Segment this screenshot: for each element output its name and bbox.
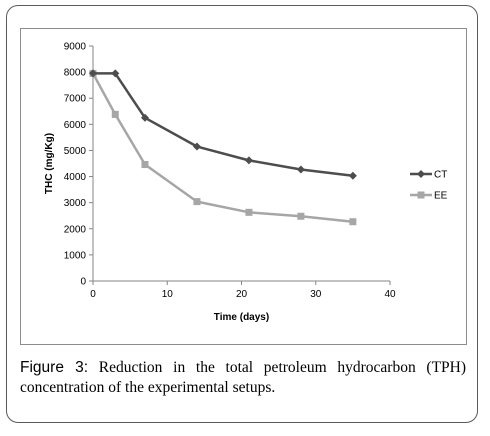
y-tick-label: 6000 xyxy=(64,120,87,131)
y-tick-label: 8000 xyxy=(64,68,87,79)
legend-marker-ct xyxy=(417,170,425,178)
x-tick-label: 10 xyxy=(162,289,174,300)
caption-text: Reduction in the total petroleum hydroca… xyxy=(20,359,467,396)
y-tick-label: 0 xyxy=(80,277,86,288)
legend-label-ee: EE xyxy=(434,191,448,202)
x-tick-label: 30 xyxy=(310,289,322,300)
data-point-ct xyxy=(111,69,120,78)
data-point-ct xyxy=(140,113,149,122)
y-tick-label: 7000 xyxy=(64,94,87,105)
x-tick-label: 40 xyxy=(384,289,396,300)
figure-caption: Figure 3: Reduction in the total petrole… xyxy=(20,358,466,398)
data-point-ct xyxy=(296,165,305,174)
data-point-ee xyxy=(245,208,253,216)
y-tick-label: 3000 xyxy=(64,198,87,209)
data-point-ee xyxy=(193,198,201,206)
data-point-ct xyxy=(192,142,201,151)
data-point-ee xyxy=(111,110,119,118)
x-tick-label: 20 xyxy=(236,289,248,300)
data-point-ee xyxy=(141,161,149,169)
y-tick-label: 9000 xyxy=(64,42,87,53)
legend-marker-ee xyxy=(417,191,425,199)
data-point-ct xyxy=(244,156,253,165)
y-axis-title: THC (mg/Kg) xyxy=(44,133,55,194)
series-ct xyxy=(89,69,357,180)
data-point-ee xyxy=(297,212,305,220)
x-tick-label: 0 xyxy=(90,289,96,300)
legend-item-ct: CT xyxy=(410,170,447,181)
y-tick-label: 5000 xyxy=(64,146,87,157)
x-axis-title: Time (days) xyxy=(214,312,269,323)
y-tick-label: 2000 xyxy=(64,224,87,235)
legend-item-ee: EE xyxy=(410,191,448,202)
series-line-ee xyxy=(91,72,354,223)
chart-area xyxy=(20,28,467,345)
series-line-ct xyxy=(93,72,354,178)
data-point-ee xyxy=(349,218,357,226)
figure-label: Figure 3: xyxy=(20,359,89,376)
y-tick-label: 4000 xyxy=(64,172,87,183)
data-point-ct xyxy=(89,69,97,78)
y-tick-label: 1000 xyxy=(64,250,87,261)
legend-label-ct: CT xyxy=(434,170,447,181)
data-point-ct xyxy=(348,171,357,180)
